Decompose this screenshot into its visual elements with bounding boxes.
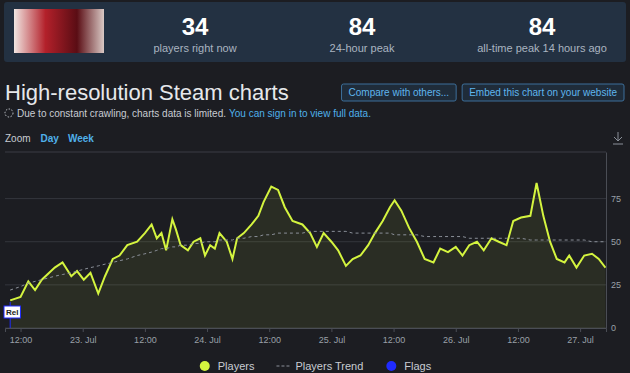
legend-symbol bbox=[276, 366, 290, 367]
x-tick: 12:00 bbox=[383, 328, 406, 345]
x-tick-mark bbox=[145, 328, 146, 332]
x-tick-mark bbox=[21, 328, 22, 332]
download-icon bbox=[613, 132, 623, 144]
zoom-option[interactable]: Week bbox=[68, 133, 94, 144]
x-tick-label: 12:00 bbox=[134, 335, 157, 345]
legend-item[interactable]: Players Trend bbox=[276, 360, 363, 372]
notice-link[interactable]: You can sign in to view full data. bbox=[229, 108, 371, 119]
notice-text: Due to constant crawling, charts data is… bbox=[17, 108, 226, 119]
stat-value: 84 bbox=[349, 13, 376, 40]
series-line bbox=[10, 183, 605, 300]
header-card bbox=[4, 2, 626, 62]
x-tick: 24. Jul bbox=[194, 328, 221, 345]
stat-label: 24-hour peak bbox=[330, 42, 395, 54]
legend-item[interactable]: Flags bbox=[386, 360, 431, 372]
x-tick-mark bbox=[518, 328, 519, 332]
x-tick-label: 12:00 bbox=[507, 335, 530, 345]
x-tick-label: 12:00 bbox=[258, 335, 281, 345]
legend-label[interactable]: Flags bbox=[404, 360, 431, 372]
x-tick-label: 12:00 bbox=[10, 335, 33, 345]
y-tick-label: 50 bbox=[611, 237, 621, 247]
y-tick: 0 bbox=[606, 323, 616, 333]
page-title: High-resolution Steam charts bbox=[5, 80, 289, 105]
plot-marks bbox=[10, 183, 605, 328]
legend-label[interactable]: Players bbox=[218, 360, 255, 372]
page: 34 players right now 84 24-hour peak 84 all-t… bbox=[0, 0, 630, 373]
x-axis: 12:00 23. Jul 12:00 24. Jul 12:00 25. Jul 12:0… bbox=[6, 328, 607, 345]
legend-symbol bbox=[386, 361, 396, 371]
x-tick-mark bbox=[207, 328, 208, 332]
y-tick-label: 0 bbox=[611, 323, 616, 333]
flags: Rel bbox=[4, 306, 20, 318]
x-tick: 12:00 bbox=[134, 328, 157, 345]
x-tick-label: 25. Jul bbox=[319, 335, 346, 345]
stat-value: 84 bbox=[529, 13, 556, 40]
stat-label: all-time peak 14 hours ago bbox=[477, 42, 607, 54]
x-tick-mark bbox=[394, 328, 395, 332]
x-tick: 12:00 bbox=[507, 328, 530, 345]
x-tick-mark bbox=[269, 328, 270, 332]
legend-item[interactable]: Players bbox=[200, 360, 255, 372]
legend: Players Players Trend Flags bbox=[200, 360, 432, 372]
y-tick: 50 bbox=[606, 237, 621, 247]
y-tick: 75 bbox=[606, 194, 621, 204]
button-frame[interactable] bbox=[342, 84, 457, 101]
trend-line bbox=[10, 231, 605, 290]
button-label[interactable]: Embed this chart on your website bbox=[469, 87, 617, 98]
y-tick-label: 75 bbox=[611, 194, 621, 204]
stat-value: 34 bbox=[182, 13, 209, 40]
x-tick-mark bbox=[331, 328, 332, 332]
x-tick-mark bbox=[580, 328, 581, 332]
x-tick: 23. Jul bbox=[70, 328, 97, 345]
x-tick-label: 26. Jul bbox=[443, 335, 470, 345]
flag-label: Rel bbox=[6, 308, 18, 317]
y-axis-line bbox=[606, 153, 607, 329]
game-thumbnail bbox=[14, 9, 104, 53]
y-axis: 0 25 50 75 bbox=[606, 153, 621, 334]
x-tick: 25. Jul bbox=[319, 328, 346, 345]
flag-box bbox=[4, 306, 20, 318]
legend-label[interactable]: Players Trend bbox=[295, 360, 363, 372]
x-tick-label: 23. Jul bbox=[70, 335, 97, 345]
notice-icon bbox=[5, 109, 13, 117]
grid-line bbox=[5, 198, 606, 199]
x-tick-label: 27. Jul bbox=[567, 335, 594, 345]
legend-symbol bbox=[200, 361, 210, 371]
button[interactable]: Embed this chart on your website bbox=[462, 84, 624, 101]
zoom-option[interactable]: Day bbox=[41, 133, 60, 144]
x-axis-line bbox=[6, 329, 607, 333]
zoom-label: Zoom bbox=[5, 133, 31, 144]
button-label[interactable]: Compare with others... bbox=[349, 87, 450, 98]
x-tick-mark bbox=[456, 328, 457, 332]
x-tick: 26. Jul bbox=[443, 328, 470, 345]
plot-top-border bbox=[5, 152, 606, 153]
button-frame[interactable] bbox=[462, 84, 624, 101]
button[interactable]: Compare with others... bbox=[342, 84, 457, 101]
x-tick: 12:00 bbox=[258, 328, 281, 345]
y-tick: 25 bbox=[606, 280, 621, 290]
series-area bbox=[10, 183, 605, 328]
x-tick-label: 12:00 bbox=[383, 335, 406, 345]
y-tick-label: 25 bbox=[611, 280, 621, 290]
x-tick-mark bbox=[83, 328, 84, 332]
x-tick-label: 24. Jul bbox=[194, 335, 221, 345]
x-tick: 12:00 bbox=[10, 328, 33, 345]
stat-label: players right now bbox=[153, 42, 236, 54]
x-tick: 27. Jul bbox=[567, 328, 594, 345]
